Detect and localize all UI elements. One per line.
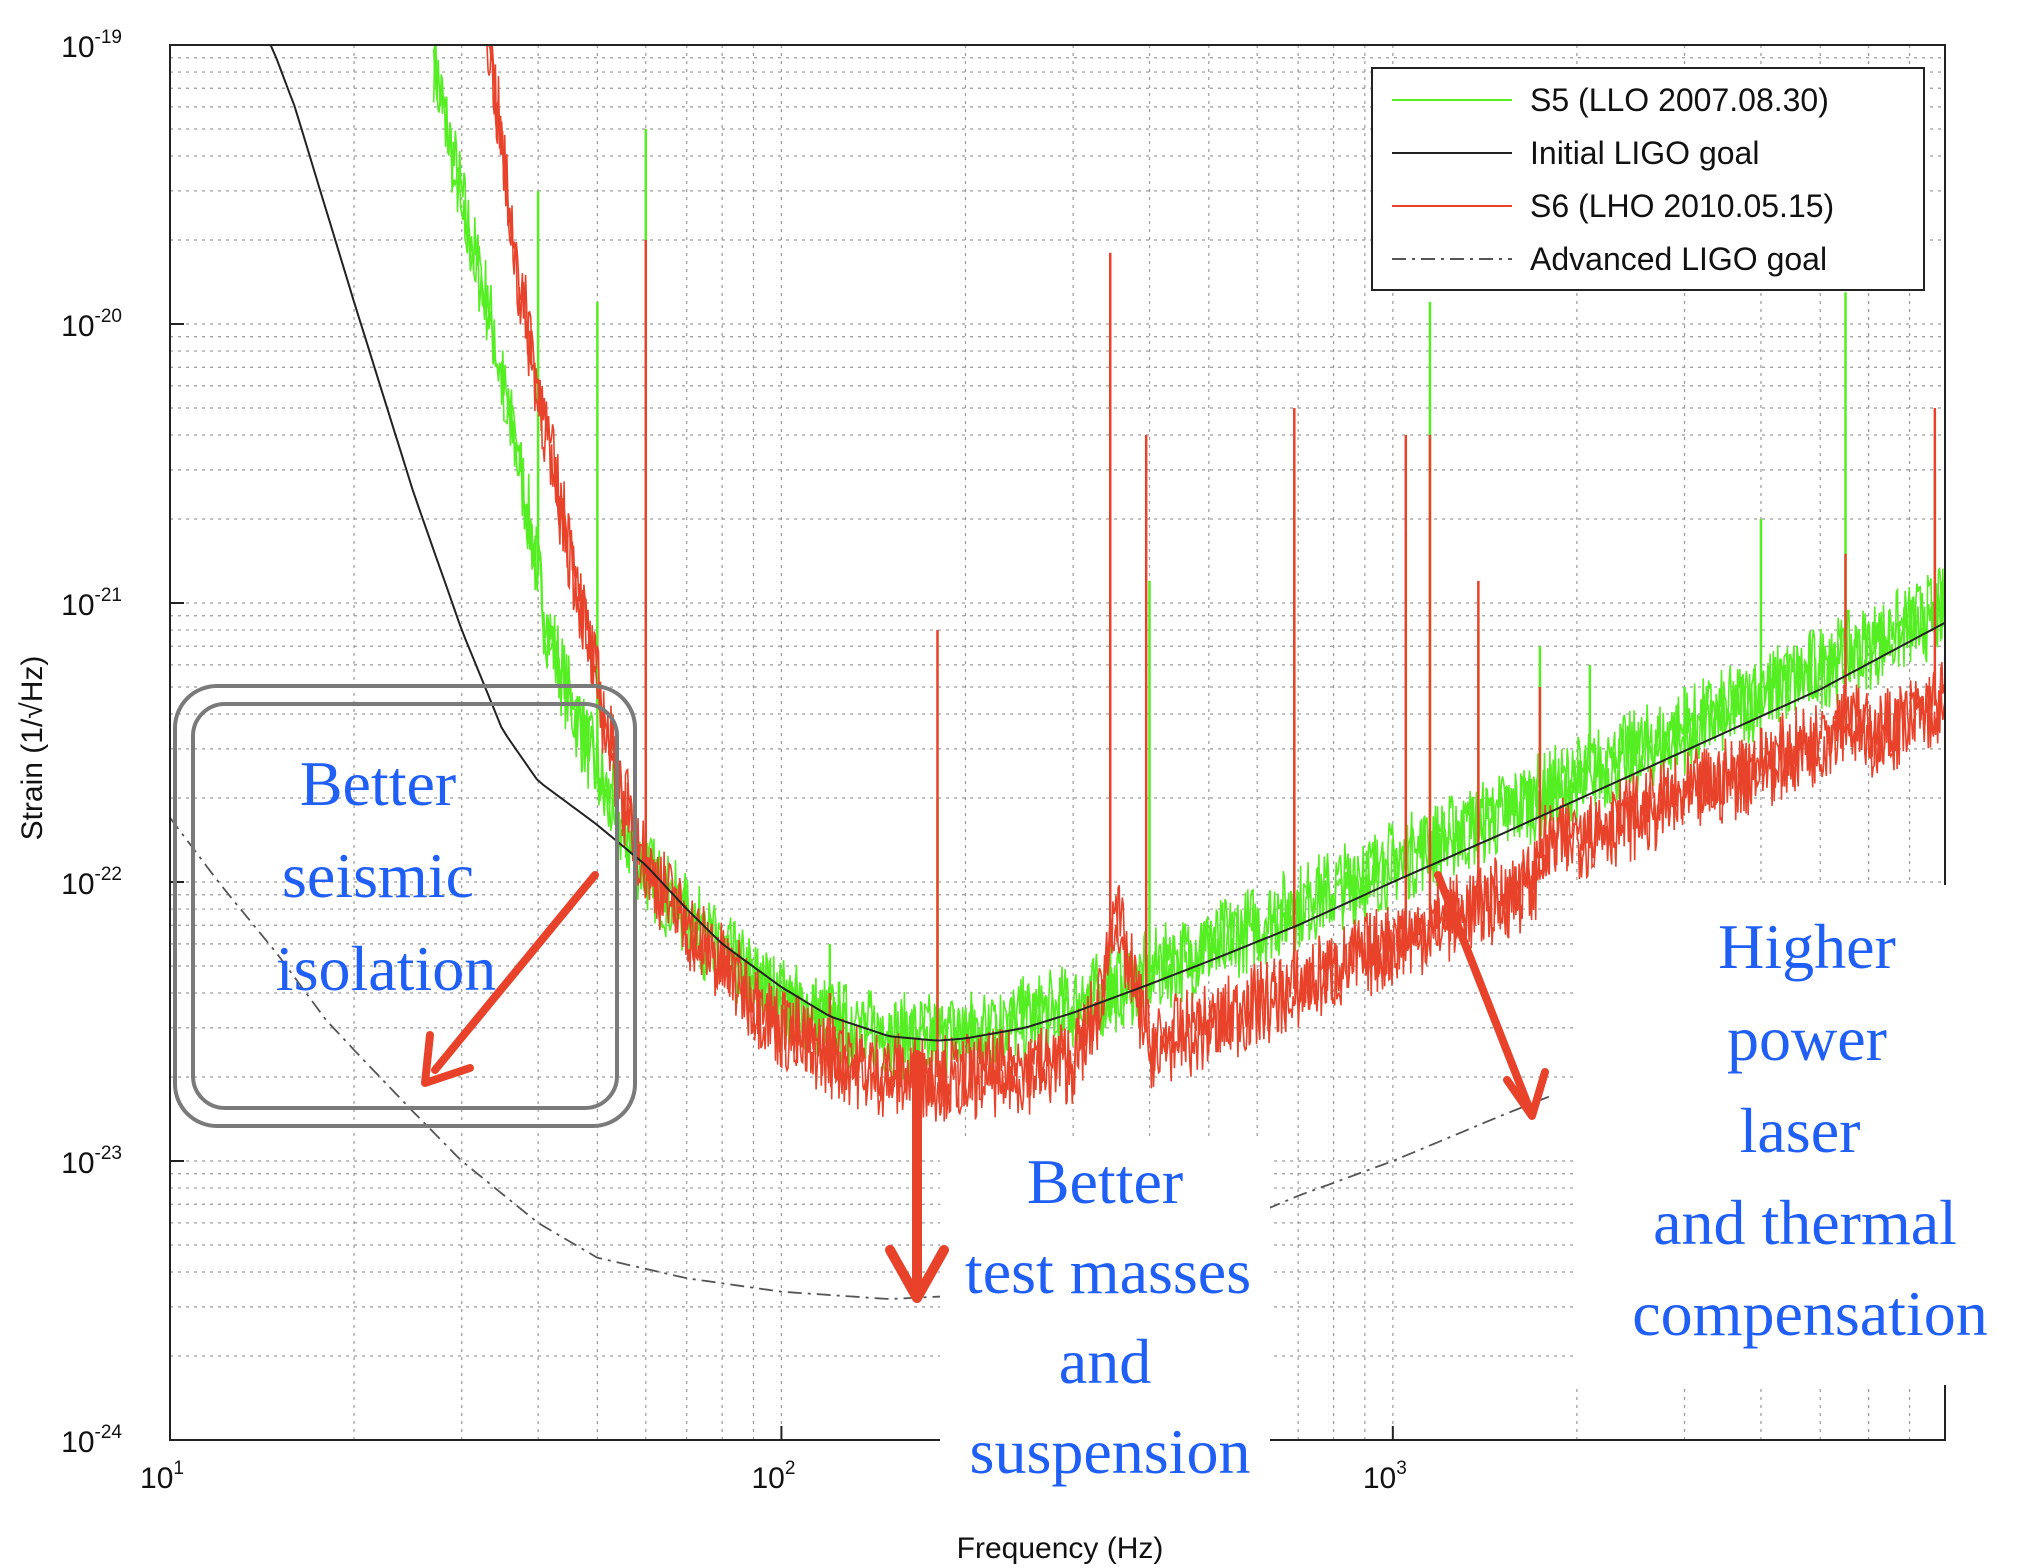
- y-tick-label: 10-20: [61, 306, 122, 343]
- series-advanced-ligo-goal-line: [169, 817, 1550, 1300]
- ticks: 101 102 103 10-19 10-20 10-21 10-22 10-23 10-24: [61, 27, 1407, 1495]
- annotation-seismic-line-1: Better: [300, 748, 456, 819]
- annotation-test-masses-line-1: Better: [1027, 1146, 1183, 1217]
- y-tick-label: 10-23: [61, 1143, 122, 1180]
- annotation-test-masses-line-2: test masses: [965, 1236, 1251, 1307]
- arrow-laser: [1434, 871, 1534, 1114]
- series-s6-line: [486, 44, 1946, 1122]
- annotation-backdrop-center: [940, 1140, 1270, 1500]
- highlight-box-outer: [173, 684, 637, 1128]
- legend-label-advanced-ligo: Advanced LIGO goal: [1530, 241, 1827, 277]
- annotation-seismic-line-2: seismic: [282, 840, 474, 911]
- y-axis-label: Strain (1/√Hz): [16, 656, 49, 841]
- y-tick-label: 10-24: [61, 1422, 122, 1459]
- series-advanced-ligo-goal: [169, 817, 1550, 1300]
- x-tick-label: 102: [751, 1458, 795, 1495]
- legend: S5 (LLO 2007.08.30) Initial LIGO goal S6…: [1371, 67, 1925, 291]
- annotation-seismic: Better seismic isolation: [276, 748, 496, 1004]
- annotation-test-masses-line-3: and: [1059, 1326, 1151, 1397]
- series-s6: [486, 44, 1946, 1122]
- arrow-laser-head: [1503, 1068, 1549, 1120]
- annotation-seismic-line-3: isolation: [276, 933, 496, 1004]
- legend-label-s6: S6 (LHO 2010.05.15): [1530, 188, 1834, 224]
- arrow-test-masses-head: [885, 1245, 949, 1303]
- arrow-seismic-head: [421, 1031, 474, 1087]
- arrow-seismic: [431, 871, 599, 1074]
- series-layer: [169, 44, 1946, 1300]
- y-tick-label: 10-21: [61, 585, 122, 622]
- annotation-laser: Higher power laser and thermal compensat…: [1632, 911, 1987, 1349]
- x-tick-label: 103: [1363, 1458, 1407, 1495]
- annotation-test-masses-line-4: suspension: [970, 1416, 1251, 1487]
- annotation-backdrop: [1575, 885, 2031, 1385]
- arrows: [421, 871, 1549, 1303]
- seismic-highlight-box: [173, 684, 637, 1128]
- annotation-laser-line-1: Higher: [1718, 911, 1896, 982]
- annotation-laser-line-3: laser: [1740, 1095, 1861, 1166]
- annotation-test-masses: Better test masses and suspension: [965, 1146, 1251, 1487]
- x-tick-label: 101: [140, 1458, 184, 1495]
- highlight-box-inner: [191, 702, 619, 1110]
- series-initial-ligo-goal: [170, 44, 1946, 1042]
- y-tick-label: 10-19: [61, 27, 122, 64]
- annotation-laser-line-5: compensation: [1632, 1278, 1987, 1349]
- x-axis-label: Frequency (Hz): [957, 1532, 1164, 1565]
- legend-label-s5: S5 (LLO 2007.08.30): [1530, 82, 1829, 118]
- legend-label-initial-ligo: Initial LIGO goal: [1530, 135, 1759, 171]
- y-tick-label: 10-22: [61, 864, 122, 901]
- series-initial-ligo-goal-line: [170, 44, 1946, 1042]
- series-s6-line: [487, 44, 1946, 1108]
- annotation-laser-line-2: power: [1727, 1003, 1887, 1074]
- legend-box: [1371, 67, 1925, 291]
- annotation-laser-line-4: and thermal: [1653, 1187, 1957, 1258]
